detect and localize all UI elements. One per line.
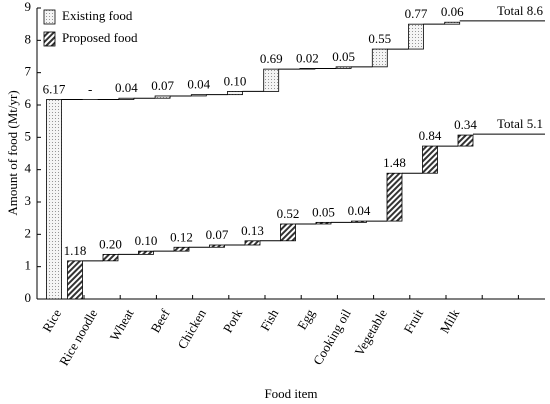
bar: [386, 172, 403, 222]
value-label: 0.84: [419, 128, 442, 143]
total-label: Total 8.6: [497, 3, 544, 18]
x-tick-label: Fish: [257, 306, 281, 333]
bar: [190, 94, 207, 97]
value-label: 0.10: [224, 73, 247, 88]
legend-label: Existing food: [62, 8, 133, 23]
value-label: 0.20: [99, 236, 122, 251]
y-tick-label: 2: [25, 225, 32, 240]
x-tick-label: Milk: [437, 306, 463, 336]
bar: [280, 223, 296, 242]
value-label: 0.34: [454, 117, 477, 132]
x-tick-label: Egg: [294, 306, 318, 332]
y-tick-label: 1: [25, 258, 32, 273]
bar: [46, 99, 62, 300]
bar: [244, 240, 261, 246]
legend-swatch: [43, 9, 56, 25]
x-tick-label: Fruit: [401, 306, 427, 336]
bar: [173, 246, 190, 252]
value-label: 0.55: [368, 31, 391, 46]
bar: [118, 97, 135, 100]
value-label: 0.13: [241, 223, 264, 238]
value-label: 1.18: [64, 243, 87, 258]
bar: [154, 95, 171, 99]
total-label: Total 5.1: [497, 116, 543, 131]
bar: [67, 260, 83, 300]
bar: [227, 91, 243, 96]
bar: [408, 23, 424, 50]
bar: [422, 145, 438, 174]
bar: [299, 68, 316, 70]
y-tick-label: 4: [25, 161, 32, 176]
value-label: 1.48: [383, 155, 406, 170]
x-tick-label: Beef: [148, 306, 174, 335]
x-tick-label: Pork: [220, 306, 246, 335]
y-tick-label: 6: [25, 96, 32, 111]
value-label: 0.02: [296, 50, 319, 65]
y-tick-label: 9: [25, 0, 32, 14]
x-axis-label: Food item: [264, 386, 317, 401]
x-tick-label: Vegetable: [351, 306, 390, 358]
bar: [209, 244, 225, 248]
value-label: 0.52: [277, 206, 300, 221]
value-label: -: [88, 81, 92, 96]
value-label: 0.04: [187, 77, 210, 92]
bar: [335, 66, 352, 69]
x-tick-label: Chicken: [174, 306, 209, 351]
value-label: 0.05: [332, 49, 355, 64]
bar: [263, 68, 280, 92]
bar: [102, 253, 119, 262]
y-tick-label: 3: [25, 193, 32, 208]
bar: [138, 250, 154, 255]
value-label: 0.69: [260, 51, 283, 66]
value-label: 0.06: [441, 4, 464, 19]
value-label: 0.05: [312, 204, 335, 219]
value-label: 0.04: [115, 80, 138, 95]
value-label: 0.04: [348, 203, 371, 218]
legend-swatch: [43, 31, 56, 47]
bar: [457, 134, 474, 147]
bar: [371, 48, 388, 68]
y-axis-label: Amount of food (Mt/yr): [5, 90, 20, 215]
bar: [351, 220, 367, 223]
bar: [315, 221, 332, 225]
value-label: 0.10: [135, 233, 158, 248]
value-label: 0.07: [151, 78, 174, 93]
value-label: 0.07: [206, 227, 229, 242]
value-label: 6.17: [43, 81, 66, 96]
y-tick-label: 5: [25, 128, 32, 143]
y-tick-label: 0: [25, 290, 32, 305]
legend-label: Proposed food: [62, 30, 138, 45]
value-label: 0.12: [170, 229, 193, 244]
x-tick-label: Wheat: [107, 306, 137, 343]
value-label: 0.77: [405, 6, 428, 21]
y-tick-label: 7: [25, 64, 32, 79]
bar: [444, 21, 461, 25]
y-tick-label: 8: [25, 31, 32, 46]
x-tick-label: Rice: [39, 306, 64, 334]
